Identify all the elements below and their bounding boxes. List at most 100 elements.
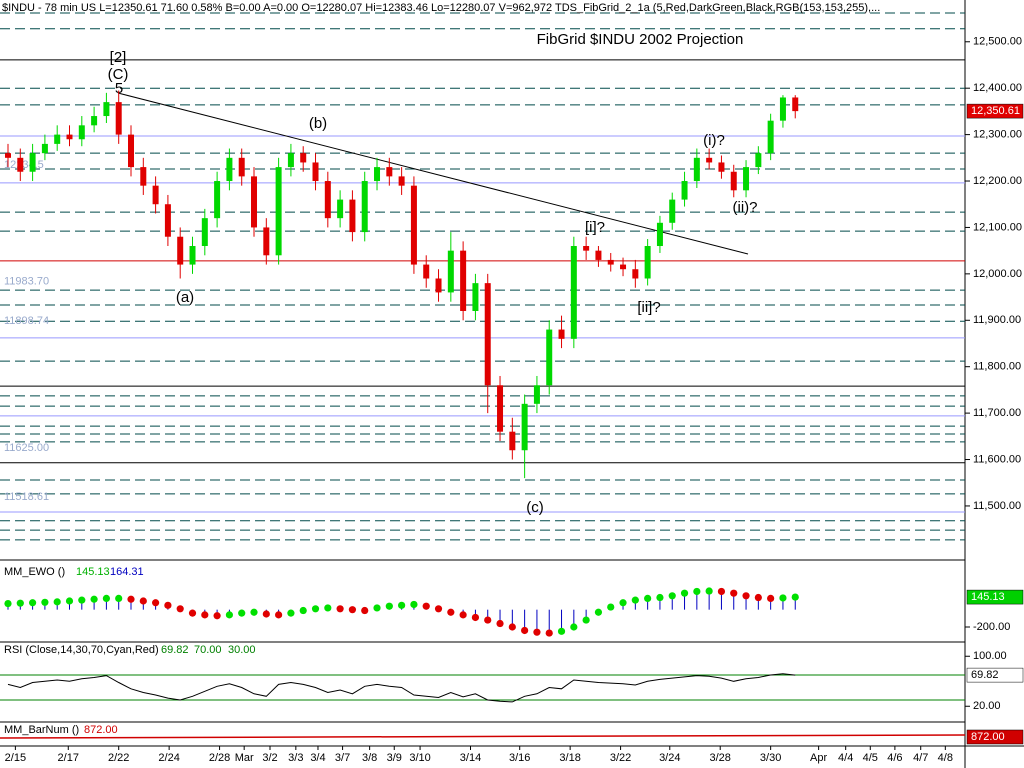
x-tick-label: 4/4 [838,752,853,764]
candle-body [423,264,430,279]
candle-body [361,181,368,233]
candle-body [460,250,467,311]
ewo-dot [115,594,123,603]
ewo-dot [299,606,307,615]
ewo-dot [324,604,332,612]
annotation: (a) [176,289,194,306]
candle-body [152,185,159,205]
candle-body [140,167,147,186]
y-tick-label: 20.00 [973,700,1001,712]
ewo-dot [410,600,418,609]
rsi-line [7,673,796,703]
ewo-dot [754,593,762,602]
ewo-dot [188,609,197,617]
candle-body [91,116,98,126]
annotation: 5 [115,80,123,97]
candle-body [66,134,73,140]
candle-body [17,157,24,172]
chart-title: FibGrid $INDU 2002 Projection [537,31,744,48]
candle-body [755,153,762,168]
ewo-dot [361,606,369,615]
candle-body [546,329,553,386]
y-tick-label: 12,000.00 [973,268,1022,280]
ewo-dot [742,592,750,600]
candle-body [447,250,454,293]
candle-body [472,283,479,311]
indicator-name: RSI (Close,14,30,70,Cyan,Red) [4,644,159,656]
ewo-dot [496,619,504,628]
ewo-dot [447,608,455,616]
x-tick-label: 2/17 [58,752,79,764]
value-tag [966,667,1024,683]
annotation: (ii)? [733,199,758,216]
ewo-dot [373,604,381,612]
level-label: 11518.61 [4,491,49,503]
candle-body [41,143,48,154]
candle-body [214,181,221,219]
x-tick-label: Mar [235,752,254,764]
ewo-dot [619,599,627,607]
ewo-dot [201,611,209,619]
candle-body [533,385,540,404]
ewo-dot [594,608,603,616]
ewo-dot [139,597,147,605]
ewo-dot [53,598,61,606]
candle-body [681,181,688,200]
ewo-dot [127,595,135,603]
candle-body [238,157,245,177]
x-tick-label: 3/8 [362,752,377,764]
candle-body [115,102,122,135]
ewo-dot [582,616,590,624]
candle-body [792,97,799,112]
level-label: 11983.70 [4,275,49,287]
ewo-dot [717,587,726,596]
x-tick-label: 3/4 [310,752,325,764]
ewo-dot [656,593,664,602]
candle-body [435,278,442,293]
candle-body [275,167,282,256]
candle-body [300,153,307,163]
candle-body [669,199,676,223]
x-tick-label: 2/28 [209,752,230,764]
candle-body [349,199,356,233]
y-tick-label: 100.00 [973,650,1007,662]
level-label: 11898.74 [4,315,49,327]
candle-body [251,176,258,228]
ewo-dot [262,610,270,618]
candle-body [656,222,663,247]
ewo-dot [90,595,98,603]
candle-body [189,246,196,265]
indicator-name: MM_EWO () [4,566,65,578]
ewo-dot [336,605,344,613]
candle-body [337,199,344,219]
ewo-dot [631,596,639,604]
candle-body [693,157,700,182]
candle-body [743,167,750,191]
y-tick-label: 12,300.00 [973,129,1022,141]
y-tick-label: 11,500.00 [973,500,1021,512]
candle-body [644,246,651,279]
ewo-dot [16,599,24,607]
x-tick-label: 4/7 [913,752,928,764]
candle-body [620,264,627,270]
ewo-dot [644,594,652,603]
ewo-dot [176,605,184,613]
y-tick-label: -200.00 [973,621,1010,633]
candle-body [103,102,110,117]
ewo-dot [250,608,258,616]
x-tick-label: 3/28 [710,752,731,764]
candle-body [4,153,11,158]
x-tick-label: 4/6 [887,752,902,764]
candle-body [374,167,381,182]
ewo-dot [164,601,172,609]
candle-body [324,181,331,219]
candle-body [177,236,184,265]
candle-body [78,125,85,140]
ewo-dot [779,594,787,602]
value-tag [966,729,1024,745]
ewo-dot [385,602,393,610]
ewo-dot [311,605,320,613]
ewo-dot [508,623,516,631]
ewo-dot [152,599,160,607]
